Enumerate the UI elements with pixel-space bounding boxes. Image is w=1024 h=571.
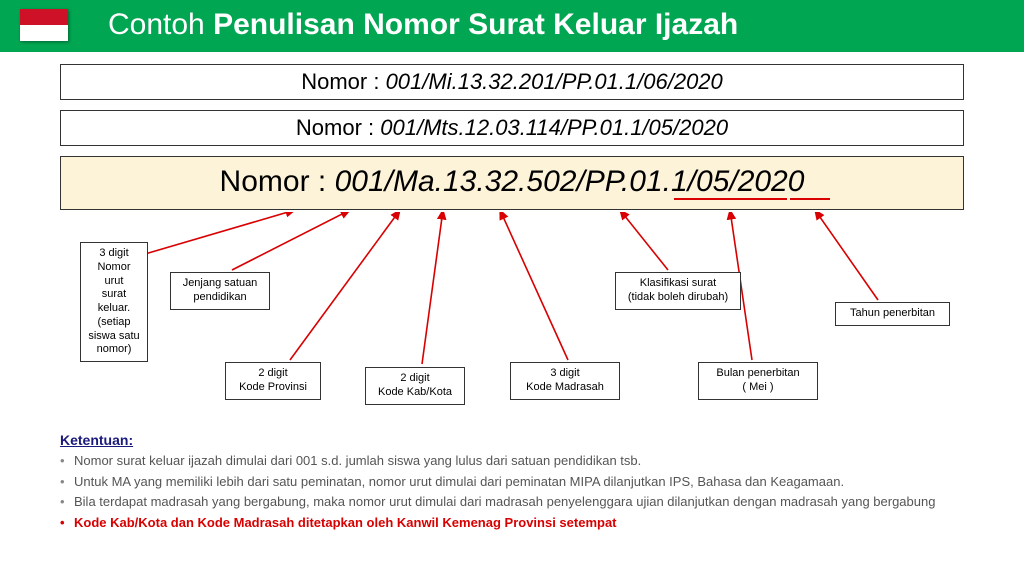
annotation-diagram: 3 digitNomor urutsuratkeluar.(setiapsisw… [60, 212, 964, 432]
example-2-value: 001/Mts.12.03.114/PP.01.1/05/2020 [380, 115, 728, 140]
underline-klasifikasi [674, 198, 787, 200]
callout-c5: 3 digitKode Madrasah [510, 362, 620, 400]
callout-c1: 3 digitNomor urutsuratkeluar.(setiapsisw… [80, 242, 148, 362]
ketentuan-item-2: Bila terdapat madrasah yang bergabung, m… [60, 493, 964, 511]
title-light: Contoh [108, 8, 213, 41]
example-1: Nomor : 001/Mi.13.32.201/PP.01.1/06/2020 [60, 64, 964, 100]
example-2: Nomor : 001/Mts.12.03.114/PP.01.1/05/202… [60, 110, 964, 146]
example-1-value: 001/Mi.13.32.201/PP.01.1/06/2020 [386, 69, 723, 94]
callout-c4: 2 digitKode Kab/Kota [365, 367, 465, 405]
ketentuan-item-0: Nomor surat keluar ijazah dimulai dari 0… [60, 452, 964, 470]
ketentuan-section: Ketentuan: Nomor surat keluar ijazah dim… [0, 432, 1024, 531]
page-title: Contoh Penulisan Nomor Surat Keluar Ijaz… [108, 8, 738, 42]
ketentuan-heading: Ketentuan: [60, 432, 964, 448]
ketentuan-list: Nomor surat keluar ijazah dimulai dari 0… [60, 452, 964, 531]
callout-c8: Tahun penerbitan [835, 302, 950, 326]
title-bold: Penulisan Nomor Surat Keluar Ijazah [213, 8, 738, 41]
callout-c7: Bulan penerbitan( Mei ) [698, 362, 818, 400]
example-2-label: Nomor : [296, 115, 380, 140]
header: Contoh Penulisan Nomor Surat Keluar Ijaz… [0, 0, 1024, 52]
callout-c2: Jenjang satuanpendidikan [170, 272, 270, 310]
callout-c6: Klasifikasi surat(tidak boleh dirubah) [615, 272, 741, 310]
example-1-label: Nomor : [301, 69, 385, 94]
indonesia-flag-icon [20, 9, 68, 41]
main-example-value: 001/Ma.13.32.502/PP.01.1/05/2020 [335, 165, 805, 198]
ketentuan-item-1: Untuk MA yang memiliki lebih dari satu p… [60, 473, 964, 491]
callout-c3: 2 digitKode Provinsi [225, 362, 321, 400]
main-example: Nomor : 001/Ma.13.32.502/PP.01.1/05/2020 [60, 156, 964, 210]
underline-bulan [790, 198, 830, 200]
ketentuan-item-3: Kode Kab/Kota dan Kode Madrasah ditetapk… [60, 514, 964, 532]
content-area: Nomor : 001/Mi.13.32.201/PP.01.1/06/2020… [0, 52, 1024, 432]
main-example-label: Nomor : [220, 165, 335, 198]
